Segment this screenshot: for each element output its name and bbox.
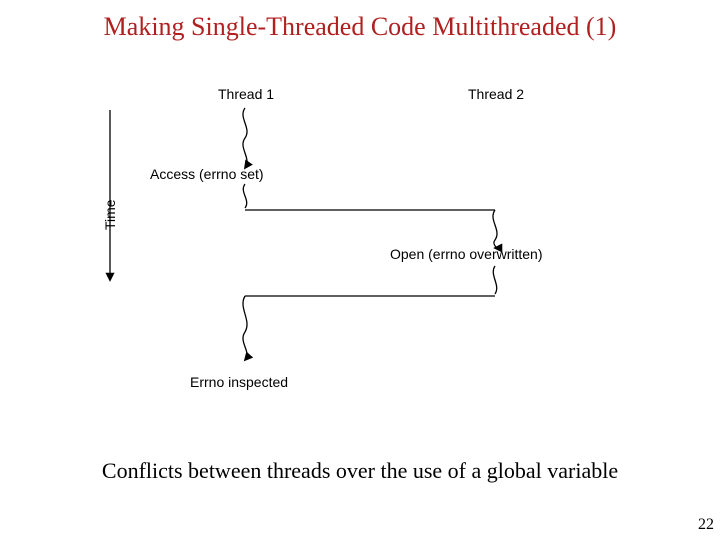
slide-title: Making Single-Threaded Code Multithreade… bbox=[0, 12, 720, 42]
time-label: Time bbox=[102, 199, 118, 230]
slide-caption: Conflicts between threads over the use o… bbox=[0, 458, 720, 484]
page-number: 22 bbox=[698, 516, 714, 534]
errno-conflict-diagram: Thread 1 Thread 2 Access (errno set) Ope… bbox=[100, 80, 620, 420]
open-label: Open (errno overwritten) bbox=[390, 246, 543, 262]
t1-seg1 bbox=[243, 108, 247, 168]
t2-seg2 bbox=[493, 266, 496, 294]
t2-seg1 bbox=[493, 210, 497, 248]
t1-seg2 bbox=[243, 184, 246, 208]
inspect-label: Errno inspected bbox=[190, 374, 288, 390]
thread1-label: Thread 1 bbox=[218, 86, 274, 102]
access-label: Access (errno set) bbox=[150, 166, 264, 182]
t1-seg3 bbox=[243, 296, 247, 360]
thread2-label: Thread 2 bbox=[468, 86, 524, 102]
